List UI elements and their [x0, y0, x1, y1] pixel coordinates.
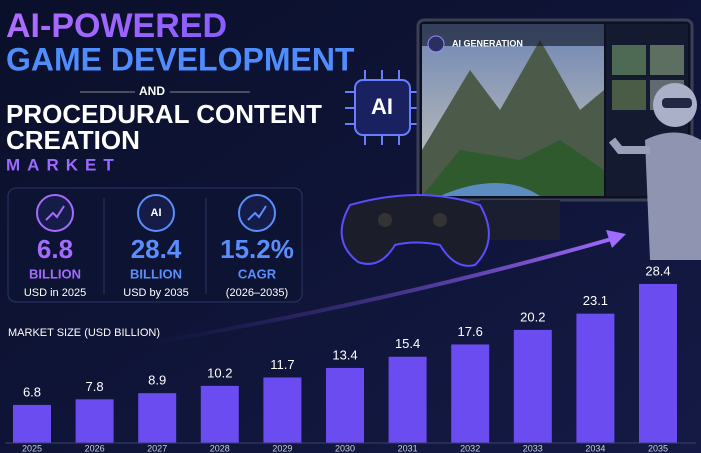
value-label: 6.8 — [23, 384, 41, 399]
x-tick-label: 2031 — [398, 443, 418, 453]
stat-value: 6.8 — [37, 234, 73, 264]
title-line: AND — [139, 84, 165, 98]
stat-icon — [238, 194, 276, 232]
value-label: 20.2 — [520, 309, 545, 324]
value-label: 15.4 — [395, 336, 420, 351]
stat-value: 28.4 — [131, 234, 182, 264]
stat-icon-label: AI — [151, 207, 162, 219]
trend-arrow — [139, 236, 616, 347]
stat-note: USD in 2025 — [24, 287, 86, 299]
bar — [138, 393, 177, 443]
stat-icon-glyph — [45, 205, 65, 221]
ai-chip: AI — [345, 70, 420, 145]
x-tick-label: 2035 — [648, 443, 668, 453]
stat-note: (2026–2035) — [226, 287, 288, 299]
stat-note: USD by 2035 — [123, 287, 188, 299]
stat-unit: CAGR — [238, 266, 277, 281]
chip-label: AI — [371, 94, 393, 119]
x-tick-label: 2029 — [272, 443, 292, 453]
x-tick-label: 2026 — [85, 443, 105, 453]
stat-icon — [137, 194, 175, 232]
stat-unit: BILLION — [130, 266, 182, 281]
bar — [200, 385, 239, 443]
bar — [639, 283, 677, 443]
x-tick-label: 2030 — [335, 443, 355, 453]
stat-icon-glyph — [247, 205, 267, 221]
bar — [513, 329, 552, 443]
x-tick-label: 2034 — [585, 443, 605, 453]
x-tick-label: 2033 — [523, 443, 543, 453]
value-label: 11.7 — [270, 357, 294, 372]
value-label: 10.2 — [207, 365, 232, 380]
bar — [451, 344, 490, 443]
bar — [326, 367, 364, 443]
bar — [576, 313, 615, 443]
title-line: MARKET — [6, 155, 121, 174]
stats-box — [7, 187, 303, 303]
title-line: PROCEDURAL CONTENT — [6, 99, 322, 129]
bar — [13, 404, 51, 443]
trend-arrow — [606, 230, 626, 248]
x-tick-label: 2025 — [22, 443, 42, 453]
bar — [263, 377, 302, 443]
stat-unit: BILLION — [29, 266, 81, 281]
value-label: 23.1 — [583, 293, 608, 308]
title-line: GAME DEVELOPMENT — [6, 41, 355, 77]
value-label: 8.9 — [148, 373, 166, 388]
value-label: 28.4 — [645, 263, 670, 278]
value-label: 17.6 — [458, 324, 483, 339]
title-line: CREATION — [6, 125, 140, 155]
bar — [75, 399, 114, 443]
x-tick-label: 2027 — [147, 443, 167, 453]
stat-value: 15.2% — [220, 234, 294, 264]
x-tick-label: 2028 — [210, 443, 230, 453]
title-line: AI-POWERED — [6, 7, 227, 45]
controller — [340, 194, 490, 267]
screen-title: AI GENERATION — [452, 38, 523, 48]
stat-icon — [36, 194, 74, 232]
robot — [608, 83, 701, 260]
value-label: 13.4 — [332, 347, 357, 362]
bar — [388, 356, 427, 443]
chart-title: MARKET SIZE (USD BILLION) — [8, 327, 160, 339]
x-tick-label: 2032 — [460, 443, 480, 453]
value-label: 7.8 — [86, 379, 104, 394]
